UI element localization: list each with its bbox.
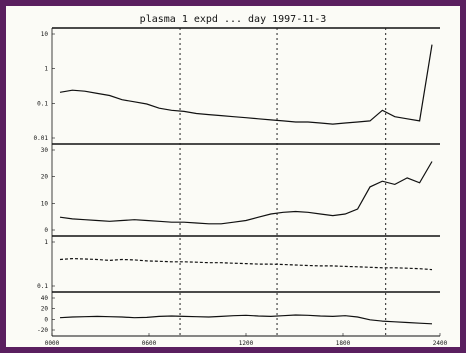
y-tick-label: 10 bbox=[41, 31, 49, 38]
y-tick-label: 0.01 bbox=[34, 135, 49, 142]
y-tick-label: 0 bbox=[44, 227, 48, 234]
plot-area: plasma 1 expd ... day 1997-11-3 10 1 0.1 0.0… bbox=[6, 6, 460, 347]
y-tick-label: 1 bbox=[44, 239, 48, 246]
series-line-3 bbox=[59, 314, 433, 325]
y-tick-label: 1 bbox=[44, 66, 48, 73]
x-tick-label: 1800 bbox=[336, 340, 351, 347]
series-line-1 bbox=[59, 161, 433, 225]
series-line-0 bbox=[59, 44, 433, 125]
y-tick-label: 0.1 bbox=[37, 283, 48, 290]
series-line-2 bbox=[59, 257, 433, 271]
y-tick-label: 20 bbox=[41, 174, 49, 181]
x-tick-label: 0600 bbox=[142, 340, 157, 347]
y-tick-label: -20 bbox=[37, 327, 48, 334]
x-tick-label: 0000 bbox=[45, 340, 60, 347]
y-tick-label: 20 bbox=[41, 306, 49, 313]
x-tick-label: 1200 bbox=[239, 340, 254, 347]
y-tick-label: 0 bbox=[44, 316, 48, 323]
x-tick-label: 2400 bbox=[433, 340, 448, 347]
chart-title: plasma 1 expd ... day 1997-11-3 bbox=[140, 14, 327, 25]
stacked-line-chart: plasma 1 expd ... day 1997-11-31010.10.0… bbox=[34, 14, 448, 347]
y-tick-label: 10 bbox=[41, 200, 49, 207]
y-tick-label: 40 bbox=[41, 295, 49, 302]
y-tick-label: 30 bbox=[41, 147, 49, 154]
y-tick-label: 0.1 bbox=[37, 100, 48, 107]
